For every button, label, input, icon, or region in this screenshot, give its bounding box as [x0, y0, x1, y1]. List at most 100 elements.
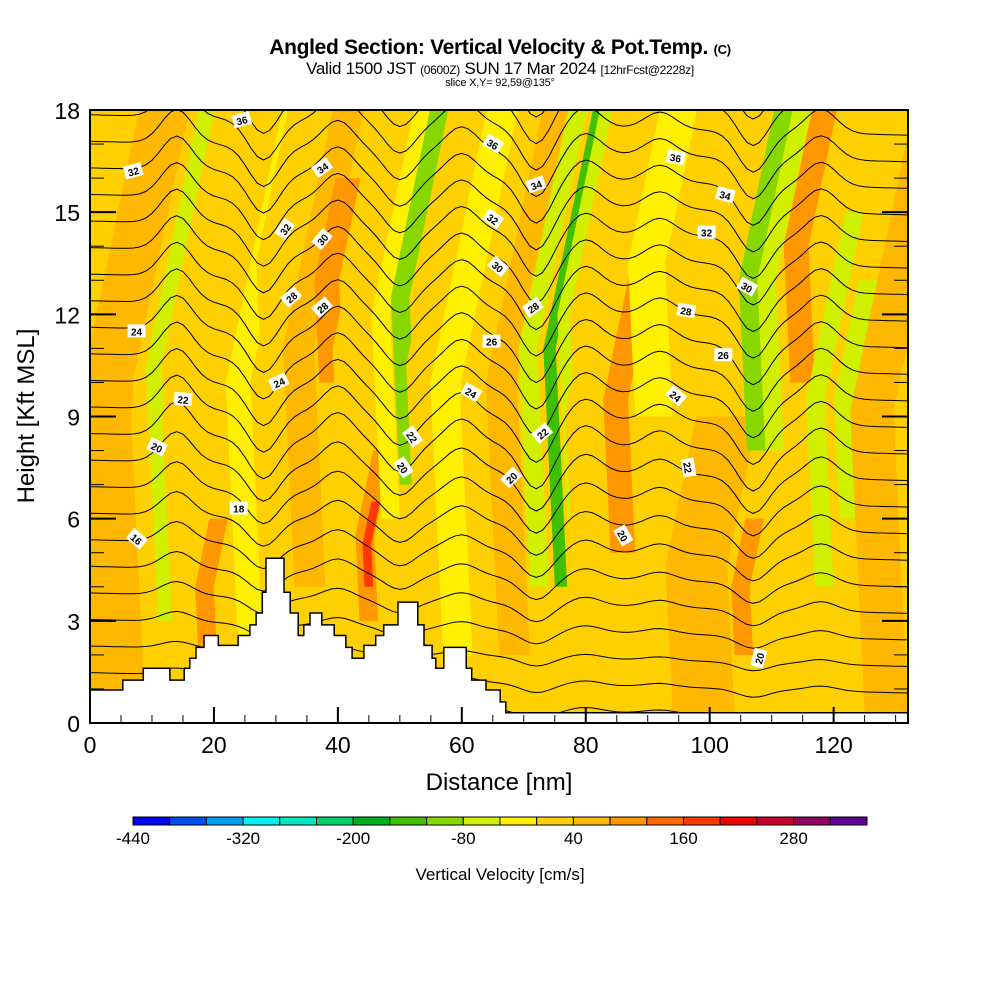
contour-label-bg [311, 228, 333, 251]
contour-label-bg [736, 276, 759, 297]
theta-contour-line [90, 110, 908, 173]
contour-label: 20 [392, 456, 414, 479]
x-axis-title: Distance [nm] [426, 769, 573, 796]
colorbar-swatch [536, 816, 574, 826]
contour-label-bg [676, 302, 697, 319]
velocity-band [390, 110, 449, 485]
contour-label: 22 [680, 457, 697, 478]
contour-label-text: 20 [149, 441, 164, 456]
title-text: Angled Section: Vertical Velocity & Pot.… [269, 36, 709, 59]
colorbar-tick-label: 40 [564, 829, 583, 848]
velocity-band [603, 246, 660, 553]
contour-label: 28 [676, 302, 697, 319]
colorbar-tick-label: -80 [451, 829, 476, 848]
velocity-band [543, 110, 606, 587]
contour-label: 32 [697, 225, 716, 240]
colorbar-swatch [389, 816, 428, 826]
colorbar-swatch [426, 816, 464, 826]
theta-contour-line [90, 580, 908, 627]
contour-label: 24 [127, 324, 146, 338]
y-tick-label: 9 [67, 405, 80, 431]
contour-label-text: 34 [530, 179, 545, 193]
copyright-mark: (C) [713, 42, 731, 57]
contour-label-text: 24 [272, 376, 287, 391]
contour-label-bg [125, 527, 148, 550]
theta-contours [90, 3, 908, 723]
contour-label: 26 [714, 348, 733, 362]
colorbar-tick-label: -200 [336, 829, 370, 848]
velocity-band [783, 110, 837, 383]
contour-label-text: 34 [718, 190, 732, 204]
velocity-band [90, 110, 195, 723]
contour-label-text: 26 [718, 351, 730, 362]
theta-contour-line [90, 3, 908, 92]
contour-label-bg [750, 647, 768, 669]
y-tick-label: 6 [67, 507, 80, 533]
velocity-band [565, 110, 659, 713]
contour-label-text: 32 [701, 229, 713, 240]
colorbar-labels: -440 -320 -200 -80 40 160 280 [116, 829, 808, 848]
colorbar-swatch [279, 816, 317, 826]
contour-label: 36 [231, 111, 253, 128]
contour-label-bg [392, 456, 414, 479]
colorbar-swatch [829, 816, 868, 826]
theta-contour-line [90, 461, 908, 537]
contour-label: 26 [482, 334, 501, 349]
contour-label-bg [122, 162, 144, 180]
x-tick-label: 120 [814, 732, 852, 758]
contour-label-bg [697, 225, 716, 239]
colorbar-swatch [572, 816, 611, 826]
y-tick-label: 12 [54, 302, 80, 328]
velocity-band [332, 110, 401, 587]
contour-label: 20 [146, 437, 169, 457]
theta-contour-line [90, 610, 908, 649]
velocity-band [460, 110, 546, 689]
theta-contour-line [90, 162, 908, 253]
theta-contour-line [90, 374, 908, 465]
x-tick-label: 60 [449, 732, 475, 758]
x-tick-label: 0 [84, 732, 97, 758]
valid-time-local: Valid 1500 JST [306, 59, 416, 78]
chart-title: Angled Section: Vertical Velocity & Pot.… [0, 36, 1000, 60]
contour-label-text: 30 [739, 281, 755, 296]
velocity-band [145, 110, 215, 621]
contour-label-bg [714, 186, 736, 204]
y-axis-title: Height [Kft MSL] [13, 329, 40, 504]
velocity-field [90, 110, 908, 723]
theta-contour-line [90, 110, 908, 200]
theta-contour-line [243, 110, 785, 147]
velocity-band [627, 110, 698, 417]
x-tick-label: 40 [325, 732, 351, 758]
colorbar-tick-label: 280 [779, 829, 807, 848]
theta-contour-line [90, 520, 908, 582]
theta-contour-line [90, 188, 908, 279]
contour-label-text: 22 [680, 461, 693, 474]
contour-label: 34 [311, 157, 334, 178]
contour-label: 32 [481, 208, 505, 230]
x-tick-label: 20 [201, 732, 227, 758]
colorbar-swatch [316, 816, 354, 826]
colorbar-tick-label: -440 [116, 829, 150, 848]
contour-label-bg [173, 391, 193, 407]
contour-label-bg [487, 255, 510, 278]
terrain [90, 557, 908, 723]
axis-ticks [89, 109, 908, 724]
contour-label-bg [481, 208, 505, 230]
contour-label-bg [274, 217, 296, 241]
colorbar-swatch [646, 816, 684, 826]
contour-label-bg [229, 501, 248, 515]
contour-label-bg [146, 437, 169, 457]
contour-label-text: 20 [614, 529, 629, 545]
slice-info: slice X,Y= 92,59@135° [445, 77, 555, 89]
velocity-band [371, 110, 433, 519]
theta-contour-line [90, 550, 908, 604]
contour-label-text: 18 [233, 505, 245, 516]
velocity-band [806, 212, 864, 587]
contour-label-text: 24 [463, 386, 479, 401]
colorbar-swatch [242, 816, 281, 826]
contour-label: 22 [173, 391, 193, 407]
contour-label-bg [311, 296, 334, 318]
contour-label: 30 [736, 276, 759, 297]
colorbar-swatch [462, 816, 501, 826]
